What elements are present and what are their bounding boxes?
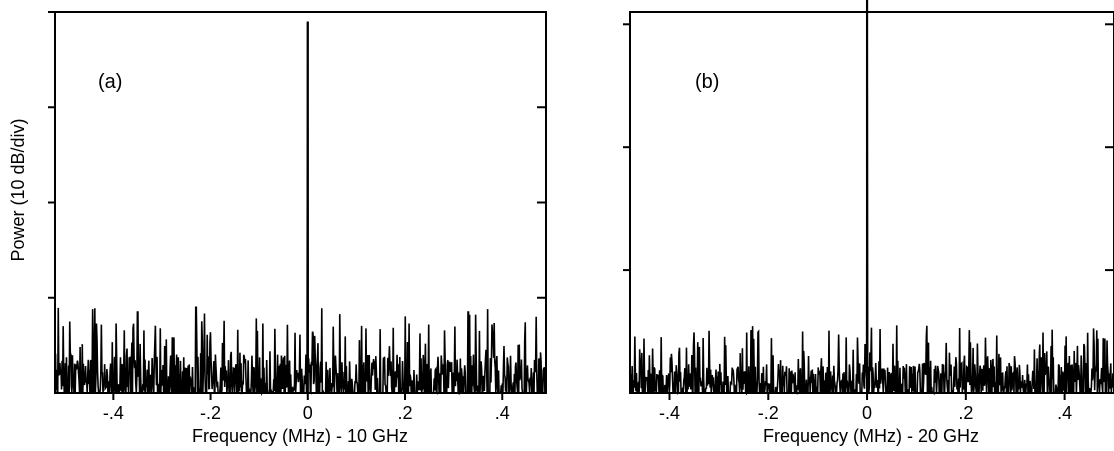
x-axis-label: Frequency (MHz) - 10 GHz bbox=[192, 426, 408, 446]
spectrum-trace bbox=[54, 21, 547, 397]
x-axis-label: Frequency (MHz) - 20 GHz bbox=[763, 426, 979, 446]
x-tick-label: .2 bbox=[398, 403, 413, 423]
chart-panel-a: Power (10 dB/div) (a) Frequency (MHz) - … bbox=[8, 11, 547, 446]
x-tick-label: 0 bbox=[303, 403, 313, 423]
x-tick-label: -.2 bbox=[758, 403, 779, 423]
x-tick-label: .4 bbox=[495, 403, 510, 423]
spectrum-trace bbox=[629, 11, 1114, 396]
x-tick-label: 0 bbox=[862, 403, 872, 423]
x-tick-label: -.4 bbox=[103, 403, 124, 423]
panel-label-a: (a) bbox=[98, 71, 122, 93]
panel-label-b: (b) bbox=[695, 71, 719, 93]
x-tick-label: -.4 bbox=[659, 403, 680, 423]
chart-panel-b: (b) Frequency (MHz) - 20 GHz -.4 -.2 0 .2 .4 bbox=[623, 0, 1114, 446]
x-tick-label: -.2 bbox=[200, 403, 221, 423]
y-axis-label: Power (10 dB/div) bbox=[8, 118, 28, 261]
x-tick-label: .2 bbox=[958, 403, 973, 423]
x-tick-label: .4 bbox=[1057, 403, 1072, 423]
